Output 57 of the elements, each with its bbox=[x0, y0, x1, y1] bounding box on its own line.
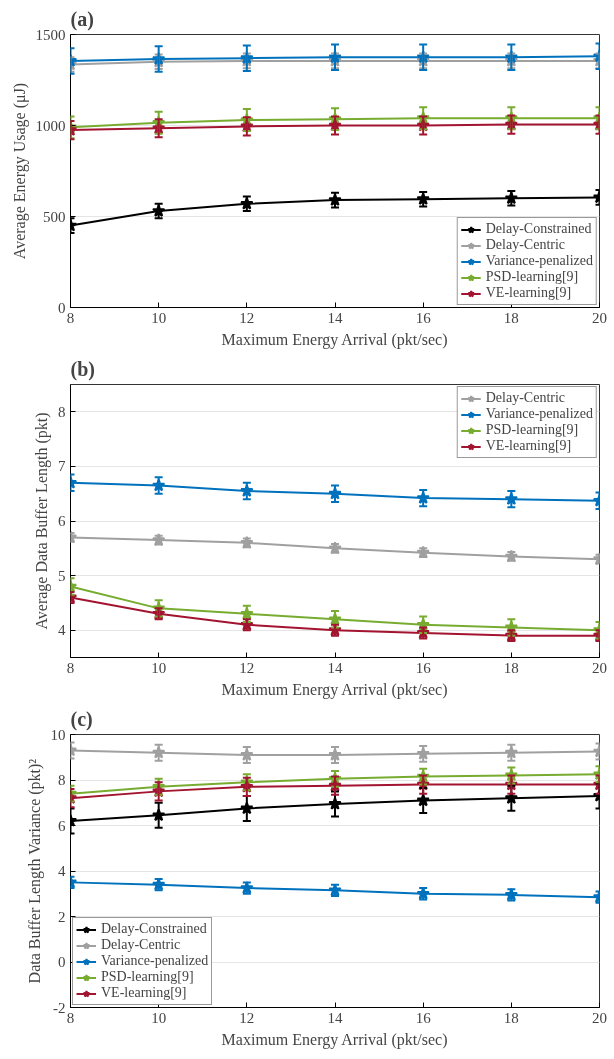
y-tick-label: 10 bbox=[50, 726, 66, 743]
y-tick-label: 7 bbox=[58, 458, 66, 475]
chart-title: (a) bbox=[70, 7, 94, 31]
y-tick-label: 1000 bbox=[35, 117, 66, 134]
legend-label: PSD-learning[9] bbox=[485, 422, 579, 438]
y-tick-label: 2 bbox=[58, 908, 66, 925]
x-axis-title: Maximum Energy Arrival (pkt/sec) bbox=[221, 330, 448, 349]
x-tick-label: 14 bbox=[327, 659, 343, 676]
y-tick-label: 6 bbox=[58, 817, 66, 834]
x-tick-label: 14 bbox=[327, 309, 343, 326]
legend-label: Delay-Constrained bbox=[101, 921, 207, 937]
y-tick-label: 0 bbox=[58, 954, 66, 970]
x-tick-label: 16 bbox=[415, 309, 432, 326]
legend-label: Delay-Constrained bbox=[485, 221, 592, 237]
y-tick-label: 6 bbox=[58, 513, 66, 529]
y-tick-label: 4 bbox=[58, 622, 66, 639]
legend-label: Variance-penalized bbox=[485, 406, 593, 422]
legend-label: Delay-Centric bbox=[485, 237, 566, 253]
x-tick-label: 12 bbox=[239, 1009, 255, 1026]
y-tick-label: 1500 bbox=[35, 26, 66, 43]
x-tick-label: 12 bbox=[239, 659, 255, 676]
x-tick-label: 18 bbox=[503, 309, 519, 326]
x-tick-label: 20 bbox=[592, 659, 607, 676]
legend-label: Delay-Centric bbox=[485, 390, 566, 406]
legend-label: Delay-Centric bbox=[101, 937, 181, 953]
legend-label: VE-learning[9] bbox=[485, 285, 572, 301]
y-tick-label: 500 bbox=[43, 208, 66, 225]
legend-label: VE-learning[9] bbox=[101, 985, 187, 1001]
x-tick-label: 10 bbox=[151, 1009, 167, 1026]
x-tick-label: 20 bbox=[592, 1009, 607, 1026]
x-axis-title: Maximum Energy Arrival (pkt/sec) bbox=[221, 1030, 448, 1049]
y-axis-title: Average Energy Usage (μJ) bbox=[10, 82, 29, 260]
legend-label: PSD-learning[9] bbox=[485, 269, 579, 285]
y-tick-label: 0 bbox=[58, 299, 66, 316]
y-tick-label: 4 bbox=[58, 863, 66, 879]
x-tick-label: 14 bbox=[327, 1009, 343, 1026]
x-axis-title: Maximum Energy Arrival (pkt/sec) bbox=[221, 680, 448, 699]
legend-label: VE-learning[9] bbox=[485, 438, 572, 454]
x-tick-label: 18 bbox=[503, 1009, 519, 1026]
x-tick-label: 16 bbox=[415, 659, 432, 676]
y-tick-label: 8 bbox=[58, 403, 66, 420]
legend-label: Variance-penalized bbox=[485, 253, 593, 269]
legend-label: PSD-learning[9] bbox=[101, 969, 194, 985]
x-tick-label: 12 bbox=[239, 309, 255, 326]
x-tick-label: 10 bbox=[151, 659, 167, 676]
y-tick-label: 8 bbox=[58, 772, 66, 788]
x-tick-label: 18 bbox=[503, 659, 519, 676]
y-tick-label: 5 bbox=[58, 567, 66, 584]
chart-title: (b) bbox=[70, 357, 95, 381]
x-tick-label: 16 bbox=[415, 1009, 432, 1026]
x-tick-label: 20 bbox=[592, 309, 607, 326]
y-axis-title: Data Buffer Length Variance (pkt)² bbox=[25, 758, 44, 984]
chart-title: (c) bbox=[70, 707, 93, 731]
x-tick-label: 10 bbox=[151, 309, 167, 326]
y-tick-label: -2 bbox=[53, 999, 66, 1016]
legend-label: Variance-penalized bbox=[101, 953, 209, 969]
y-axis-title: Average Data Buffer Length (pkt) bbox=[33, 412, 51, 630]
